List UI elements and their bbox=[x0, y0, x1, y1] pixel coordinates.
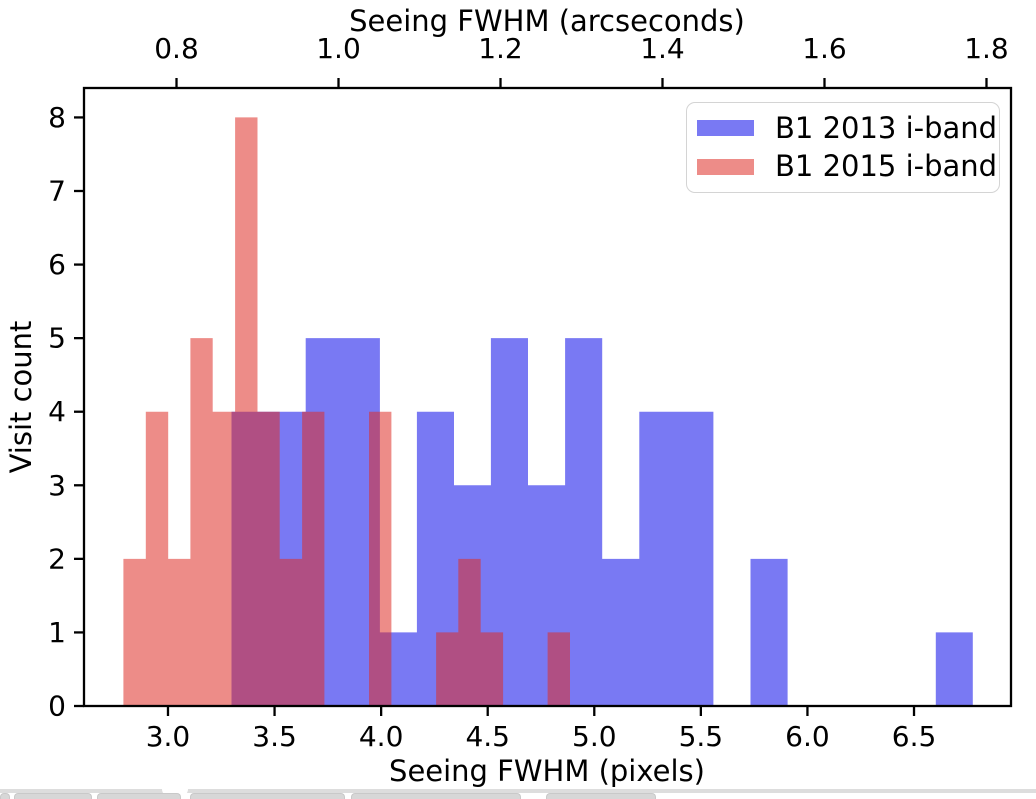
x-tick-label-bottom: 4.0 bbox=[359, 720, 404, 753]
toolbar-button-fragment[interactable] bbox=[351, 793, 521, 799]
x-tick-label-top: 1.2 bbox=[478, 32, 523, 65]
y-tick-label: 7 bbox=[48, 175, 66, 208]
y-tick-label: 2 bbox=[48, 542, 66, 575]
x-tick-label-top: 1.4 bbox=[640, 32, 685, 65]
top-axis-title: Seeing FWHM (arcseconds) bbox=[349, 4, 745, 38]
y-axis-title: Visit count bbox=[4, 320, 38, 474]
plot-frame bbox=[82, 86, 1013, 708]
legend-swatch-icon bbox=[697, 158, 754, 175]
y-tick-label: 0 bbox=[48, 690, 66, 723]
legend-label: B1 2013 i-band bbox=[775, 110, 998, 145]
hist-b1-2015-i-band bbox=[123, 117, 571, 706]
legend-entry: B1 2015 i-band bbox=[687, 152, 999, 181]
x-tick-label-top: 0.8 bbox=[154, 32, 199, 65]
x-tick-label-bottom: 6.0 bbox=[785, 720, 830, 753]
toolbar-button-fragment[interactable] bbox=[97, 793, 181, 799]
toolbar-button-fragment[interactable] bbox=[546, 793, 656, 799]
y-tick-label: 3 bbox=[48, 469, 66, 502]
y-tick-label: 6 bbox=[48, 248, 66, 281]
window-edge-rule bbox=[0, 789, 1036, 793]
hist-b1-2013-i-band bbox=[231, 338, 973, 706]
x-tick-label-bottom: 3.5 bbox=[252, 720, 297, 753]
x-tick-label-bottom: 4.5 bbox=[465, 720, 510, 753]
y-tick-label: 8 bbox=[48, 101, 66, 134]
x-tick-label-top: 1.8 bbox=[964, 32, 1009, 65]
x-tick-label-bottom: 5.5 bbox=[679, 720, 724, 753]
legend-entry: B1 2013 i-band bbox=[687, 110, 999, 145]
x-tick-label-bottom: 5.0 bbox=[572, 720, 617, 753]
legend: B1 2013 i-band B1 2015 i-band bbox=[686, 102, 1000, 193]
y-tick-label: 5 bbox=[48, 322, 66, 355]
toolbar-button-fragment[interactable] bbox=[14, 793, 92, 799]
x-tick-label-bottom: 6.5 bbox=[892, 720, 937, 753]
x-axis-title: Seeing FWHM (pixels) bbox=[389, 754, 705, 788]
toolbar-button-fragment[interactable] bbox=[190, 793, 345, 799]
x-tick-label-bottom: 3.0 bbox=[146, 720, 191, 753]
legend-swatch-icon bbox=[697, 120, 754, 137]
x-tick-label-top: 1.6 bbox=[802, 32, 847, 65]
y-tick-label: 1 bbox=[48, 616, 66, 649]
legend-label: B1 2015 i-band bbox=[775, 149, 998, 184]
x-tick-label-top: 1.0 bbox=[316, 32, 361, 65]
y-tick-label: 4 bbox=[48, 395, 66, 428]
toolbar-button-fragment[interactable] bbox=[0, 793, 10, 799]
